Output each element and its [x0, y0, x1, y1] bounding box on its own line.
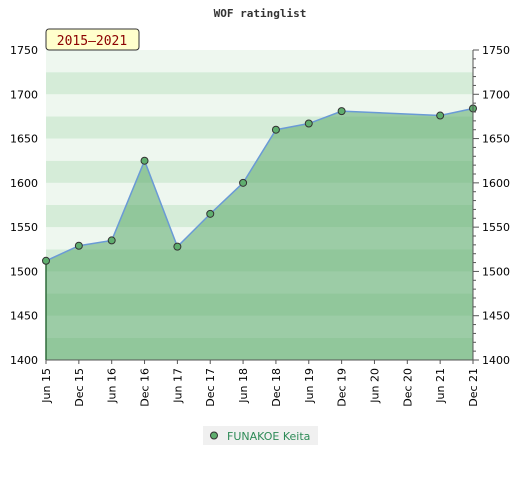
x-tick-label: Jun 15 — [40, 368, 53, 404]
data-points — [42, 104, 477, 265]
y-tick-label-right: 1400 — [482, 354, 510, 367]
x-tick-label: Dec 16 — [139, 368, 152, 407]
y-tick-label-left: 1500 — [10, 265, 38, 278]
period-badge: 2015–2021 — [45, 28, 140, 51]
data-point — [337, 107, 346, 116]
data-point — [173, 242, 182, 251]
period-badge-label: 2015–2021 — [57, 34, 127, 49]
rating-line — [45, 107, 474, 262]
legend-series-name: FUNAKOE Keita — [227, 430, 310, 443]
data-point — [304, 119, 313, 128]
y-tick-label-left: 1550 — [10, 221, 38, 234]
x-tick-label: Jun 19 — [303, 368, 316, 404]
y-tick-label-left: 1750 — [10, 44, 38, 57]
y-tick-label-right: 1650 — [482, 133, 510, 146]
y-tick-label-left: 1650 — [10, 133, 38, 146]
x-tick-label: Dec 17 — [204, 368, 217, 407]
data-point — [140, 156, 149, 165]
background-band — [46, 50, 473, 73]
y-tick-label-right: 1600 — [482, 177, 510, 190]
data-point — [436, 111, 445, 120]
x-tick-label: Dec 21 — [467, 368, 480, 407]
y-tick-label-left: 1400 — [10, 354, 38, 367]
axes — [45, 49, 479, 364]
data-point — [239, 178, 248, 187]
x-tick-label: Dec 19 — [336, 368, 349, 407]
y-tick-label-left: 1700 — [10, 88, 38, 101]
data-point — [271, 125, 280, 134]
period-badge-box — [45, 28, 140, 51]
x-tick-label: Dec 20 — [401, 368, 414, 407]
rating-area-fill — [46, 108, 473, 360]
x-tick-label: Dec 15 — [73, 368, 86, 407]
x-tick-label: Jun 17 — [171, 368, 184, 404]
y-axis-right-labels: 1400 1450 1500 1550 1600 1650 1700 1750 — [482, 44, 510, 367]
y-tick-label-right: 1450 — [482, 310, 510, 323]
x-tick-label: Jun 16 — [106, 368, 119, 404]
legend-marker-icon — [210, 431, 218, 440]
y-tick-label-left: 1450 — [10, 310, 38, 323]
y-tick-label-right: 1750 — [482, 44, 510, 57]
x-tick-label: Jun 20 — [368, 368, 381, 404]
x-tick-label: Dec 18 — [270, 368, 283, 407]
x-tick-label: Jun 18 — [237, 368, 250, 404]
y-axis-left-labels: 1400 1450 1500 1550 1600 1650 1700 1750 — [10, 44, 38, 367]
data-point — [107, 236, 116, 245]
data-point — [42, 256, 50, 265]
y-tick-label-right: 1550 — [482, 221, 510, 234]
y-tick-label-right: 1700 — [482, 88, 510, 101]
data-point — [206, 209, 215, 218]
chart-title: WOF ratinglist — [214, 7, 307, 20]
legend[interactable]: FUNAKOE Keita — [203, 426, 318, 445]
background-band — [46, 94, 473, 117]
data-point — [74, 241, 83, 250]
legend-box — [203, 426, 318, 445]
background-band — [46, 72, 473, 95]
y-tick-label-right: 1500 — [482, 265, 510, 278]
y-tick-label-left: 1600 — [10, 177, 38, 190]
x-axis-labels: Jun 15 Dec 15 Jun 16 Dec 16 Jun 17 Dec 17 Jun … — [40, 368, 480, 407]
x-tick-label: Jun 21 — [434, 368, 447, 404]
